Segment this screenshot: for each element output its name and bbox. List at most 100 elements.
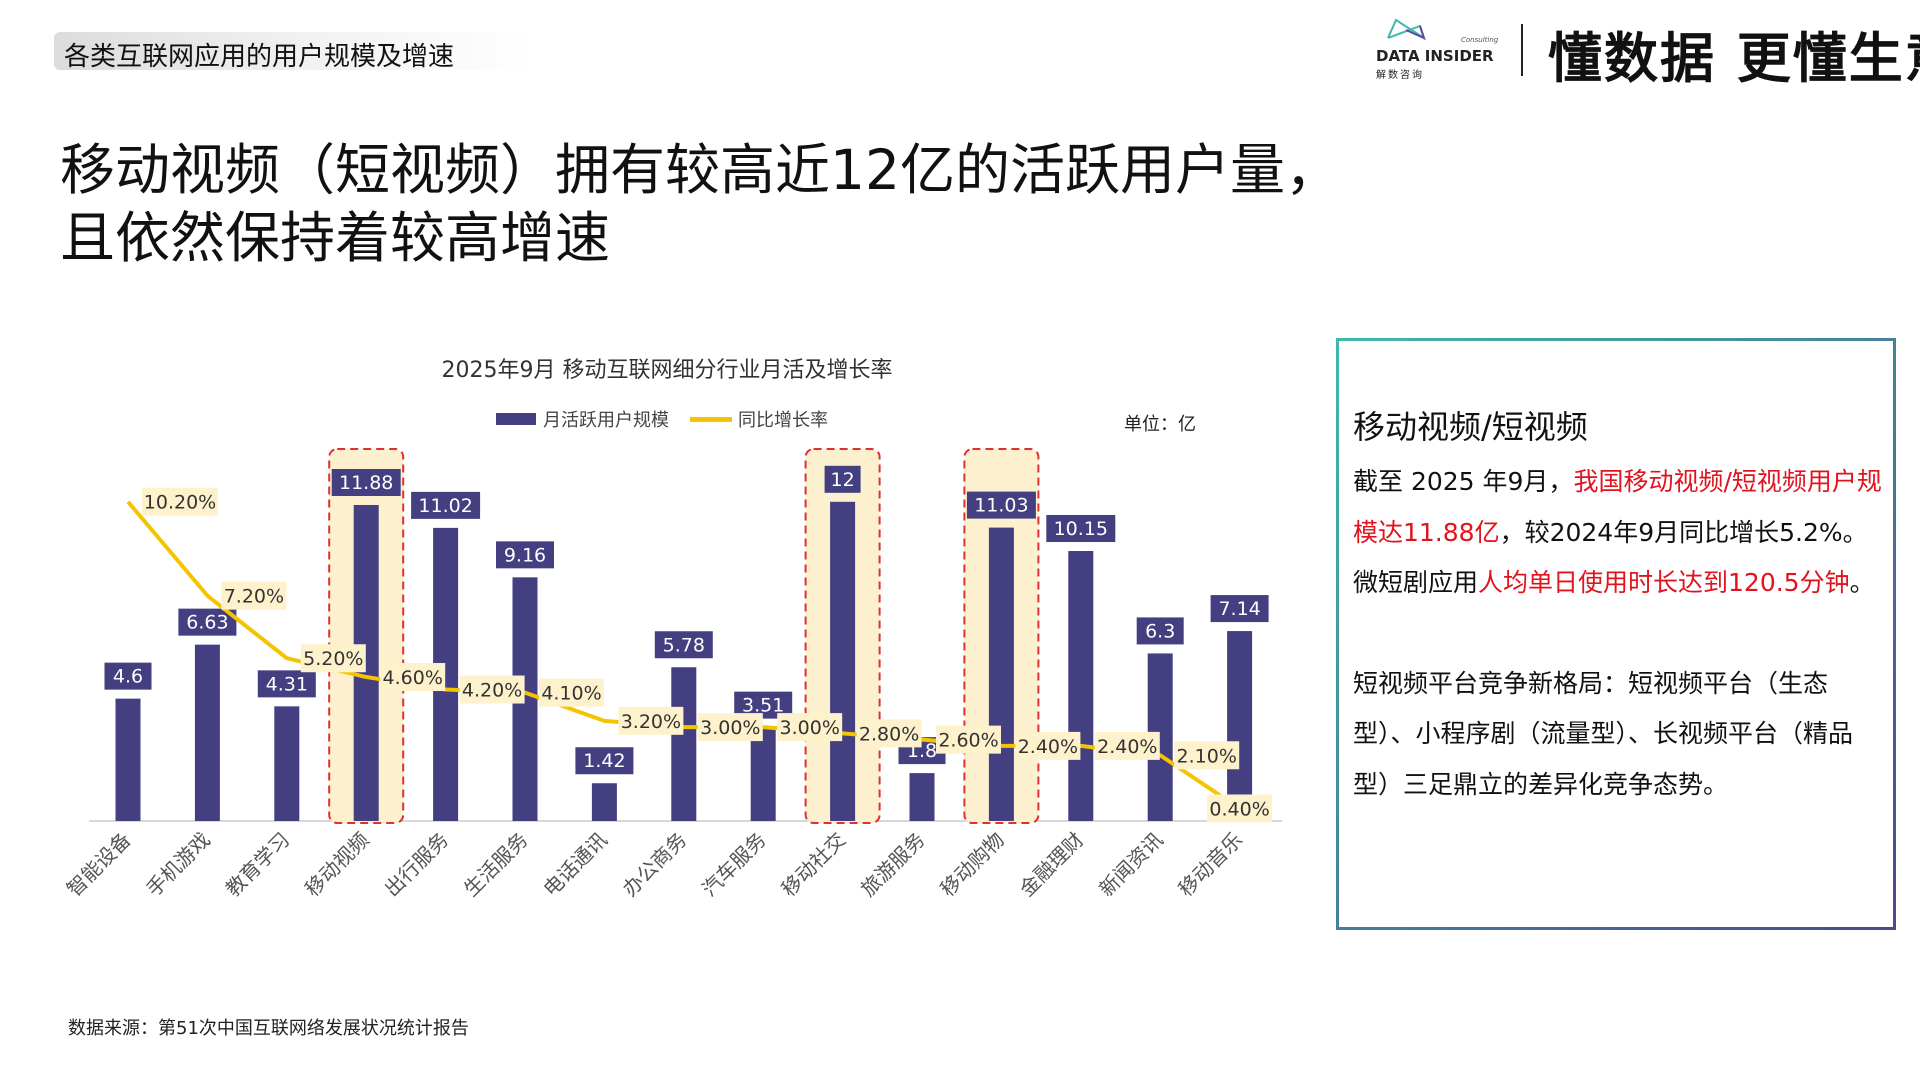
bar-value-label: 3.51 [742, 695, 784, 717]
growth-label-bg [1015, 731, 1081, 760]
chart: 2025年9月 移动互联网细分行业月活及增长率 月活跃用户规模 同比增长率 单位… [62, 358, 1282, 902]
growth-label: 2.80% [859, 723, 919, 745]
svg-text:Consulting: Consulting [1461, 36, 1499, 44]
x-axis-label: 手机游戏 [141, 828, 215, 902]
bar [591, 783, 617, 821]
x-axis-label: 电话通讯 [538, 828, 612, 902]
headline: 移动视频（短视频）拥有较高近12亿的活跃用户量， 且依然保持着较高增速 [60, 136, 1340, 272]
bar-value-label: 11.03 [974, 495, 1028, 517]
bar [1068, 551, 1094, 821]
section-tag-text: 各类互联网应用的用户规模及增速 [64, 42, 455, 72]
bar [830, 501, 856, 821]
body-text: 截至 2025 年9月， [1353, 467, 1574, 496]
bar [909, 773, 935, 821]
growth-label: 3.00% [780, 717, 840, 739]
bar-value-label-bg [575, 747, 634, 775]
growth-label: 4.60% [383, 667, 443, 689]
bar [671, 667, 697, 821]
svg-text:DATA INSIDER: DATA INSIDER [1376, 47, 1494, 65]
headline-line-2: 且依然保持着较高增速 [60, 206, 611, 270]
unit-label: 单位：亿 [1124, 414, 1196, 435]
info-box: 移动视频/短视频 截至 2025 年9月，我国移动视频/短视频用户规模达11.8… [1336, 338, 1896, 930]
highlighted-text: 人均单日使用时长达到120.5分钟 [1478, 568, 1850, 597]
bar [988, 527, 1014, 821]
growth-label: 4.10% [541, 683, 601, 705]
growth-label: 10.20% [144, 492, 216, 514]
growth-label: 2.60% [938, 730, 998, 752]
bar-value-label-bg [654, 631, 713, 659]
growth-label: 2.10% [1177, 745, 1237, 767]
svg-text:解数咨询: 解数咨询 [1376, 68, 1424, 81]
bar-value-label: 11.02 [418, 495, 472, 517]
bar-value-label: 4.31 [266, 673, 308, 695]
bar-value-label-bg [496, 541, 554, 569]
bar-value-label: 6.3 [1145, 620, 1175, 642]
bar-value-label-bg [824, 465, 861, 493]
growth-label-bg [936, 725, 1001, 754]
growth-label-bg [300, 644, 366, 673]
chart-title: 2025年9月 移动互联网细分行业月活及增长率 [442, 358, 893, 383]
x-axis-label: 教育学习 [221, 828, 295, 902]
x-axis-label: 移动视频 [300, 828, 374, 902]
bar-value-label: 4.6 [113, 666, 143, 688]
x-axis-label: 办公商务 [618, 828, 692, 902]
info-box-paragraph-1: 截至 2025 年9月，我国移动视频/短视频用户规模达11.88亿，较2024年… [1353, 457, 1883, 609]
x-axis-label: 出行服务 [380, 828, 454, 902]
x-axis-label: 新闻资讯 [1094, 828, 1168, 902]
info-box-paragraph-2: 短视频平台竞争新格局：短视频平台（生态型）、小程序剧（流量型）、长视频平台（精品… [1353, 668, 1854, 799]
legend-bar-label: 月活跃用户规模 [543, 410, 669, 431]
growth-label: 4.20% [462, 680, 522, 702]
growth-label-bg [539, 678, 604, 707]
growth-label: 0.40% [1209, 798, 1269, 820]
legend-bar-swatch [496, 413, 536, 425]
bar-value-label-bg [104, 662, 152, 690]
x-axis-label: 智能设备 [62, 828, 136, 902]
legend-line-swatch [690, 417, 732, 422]
bar-value-label-bg [1136, 617, 1184, 645]
growth-label-bg [777, 713, 843, 742]
bar-value-label: 9.16 [504, 544, 546, 566]
growth-label-bg [221, 581, 287, 610]
x-axis-label: 移动社交 [777, 828, 851, 902]
logo-divider [1521, 24, 1523, 76]
x-axis-label: 移动音乐 [1174, 828, 1248, 902]
x-axis-label: 生活服务 [459, 828, 533, 902]
bar-value-label: 1.42 [583, 750, 625, 772]
growth-label: 3.00% [700, 717, 760, 739]
section-tag: 各类互联网应用的用户规模及增速 [54, 32, 534, 72]
bar-value-label: 5.78 [663, 634, 705, 656]
data-insider-logo: Consulting DATA INSIDER 解数咨询 [1376, 18, 1499, 81]
slogan: 懂数据 更懂生意 [1548, 27, 1920, 90]
legend-line-label: 同比增长率 [738, 410, 828, 431]
growth-label: 2.40% [1097, 736, 1157, 758]
bar-value-label-bg [1210, 595, 1269, 623]
bar-value-label: 6.63 [186, 612, 228, 634]
bar [750, 727, 776, 821]
growth-label: 3.20% [621, 711, 681, 733]
bar-value-label: 7.14 [1218, 598, 1260, 620]
growth-label-bg [459, 675, 525, 704]
growth-label: 2.40% [1018, 736, 1078, 758]
x-axis-label: 金融理财 [1015, 828, 1089, 902]
body-text: 。 [1849, 568, 1875, 597]
growth-label-bg [856, 719, 922, 748]
bar [194, 644, 220, 821]
growth-label: 5.20% [303, 648, 363, 670]
growth-label: 7.20% [224, 586, 284, 608]
highlighted-text: 我国移动视频/短视频用户规模达11.88亿 [1353, 467, 1882, 547]
growth-label-bg [618, 706, 684, 735]
bar-value-label-bg [331, 468, 401, 496]
growth-label-bg [380, 663, 446, 692]
x-axis-label: 移动购物 [935, 828, 1009, 902]
x-axis-label: 旅游服务 [856, 828, 930, 902]
bar [115, 698, 141, 821]
growth-label-bg [697, 713, 763, 742]
bar [1227, 631, 1253, 821]
bar-value-label: 10.15 [1054, 518, 1108, 540]
body-text: ，较2024年9月同比增长5.2%。微短剧应用 [1353, 517, 1868, 598]
bar-value-label-bg [411, 491, 481, 519]
bar-value-label-bg [257, 670, 316, 698]
data-source: 数据来源：第51次中国互联网络发展状况统计报告 [68, 1018, 469, 1039]
info-box-title: 移动视频/短视频 [1353, 408, 1588, 446]
bar-value-label: 11.88 [339, 472, 393, 494]
